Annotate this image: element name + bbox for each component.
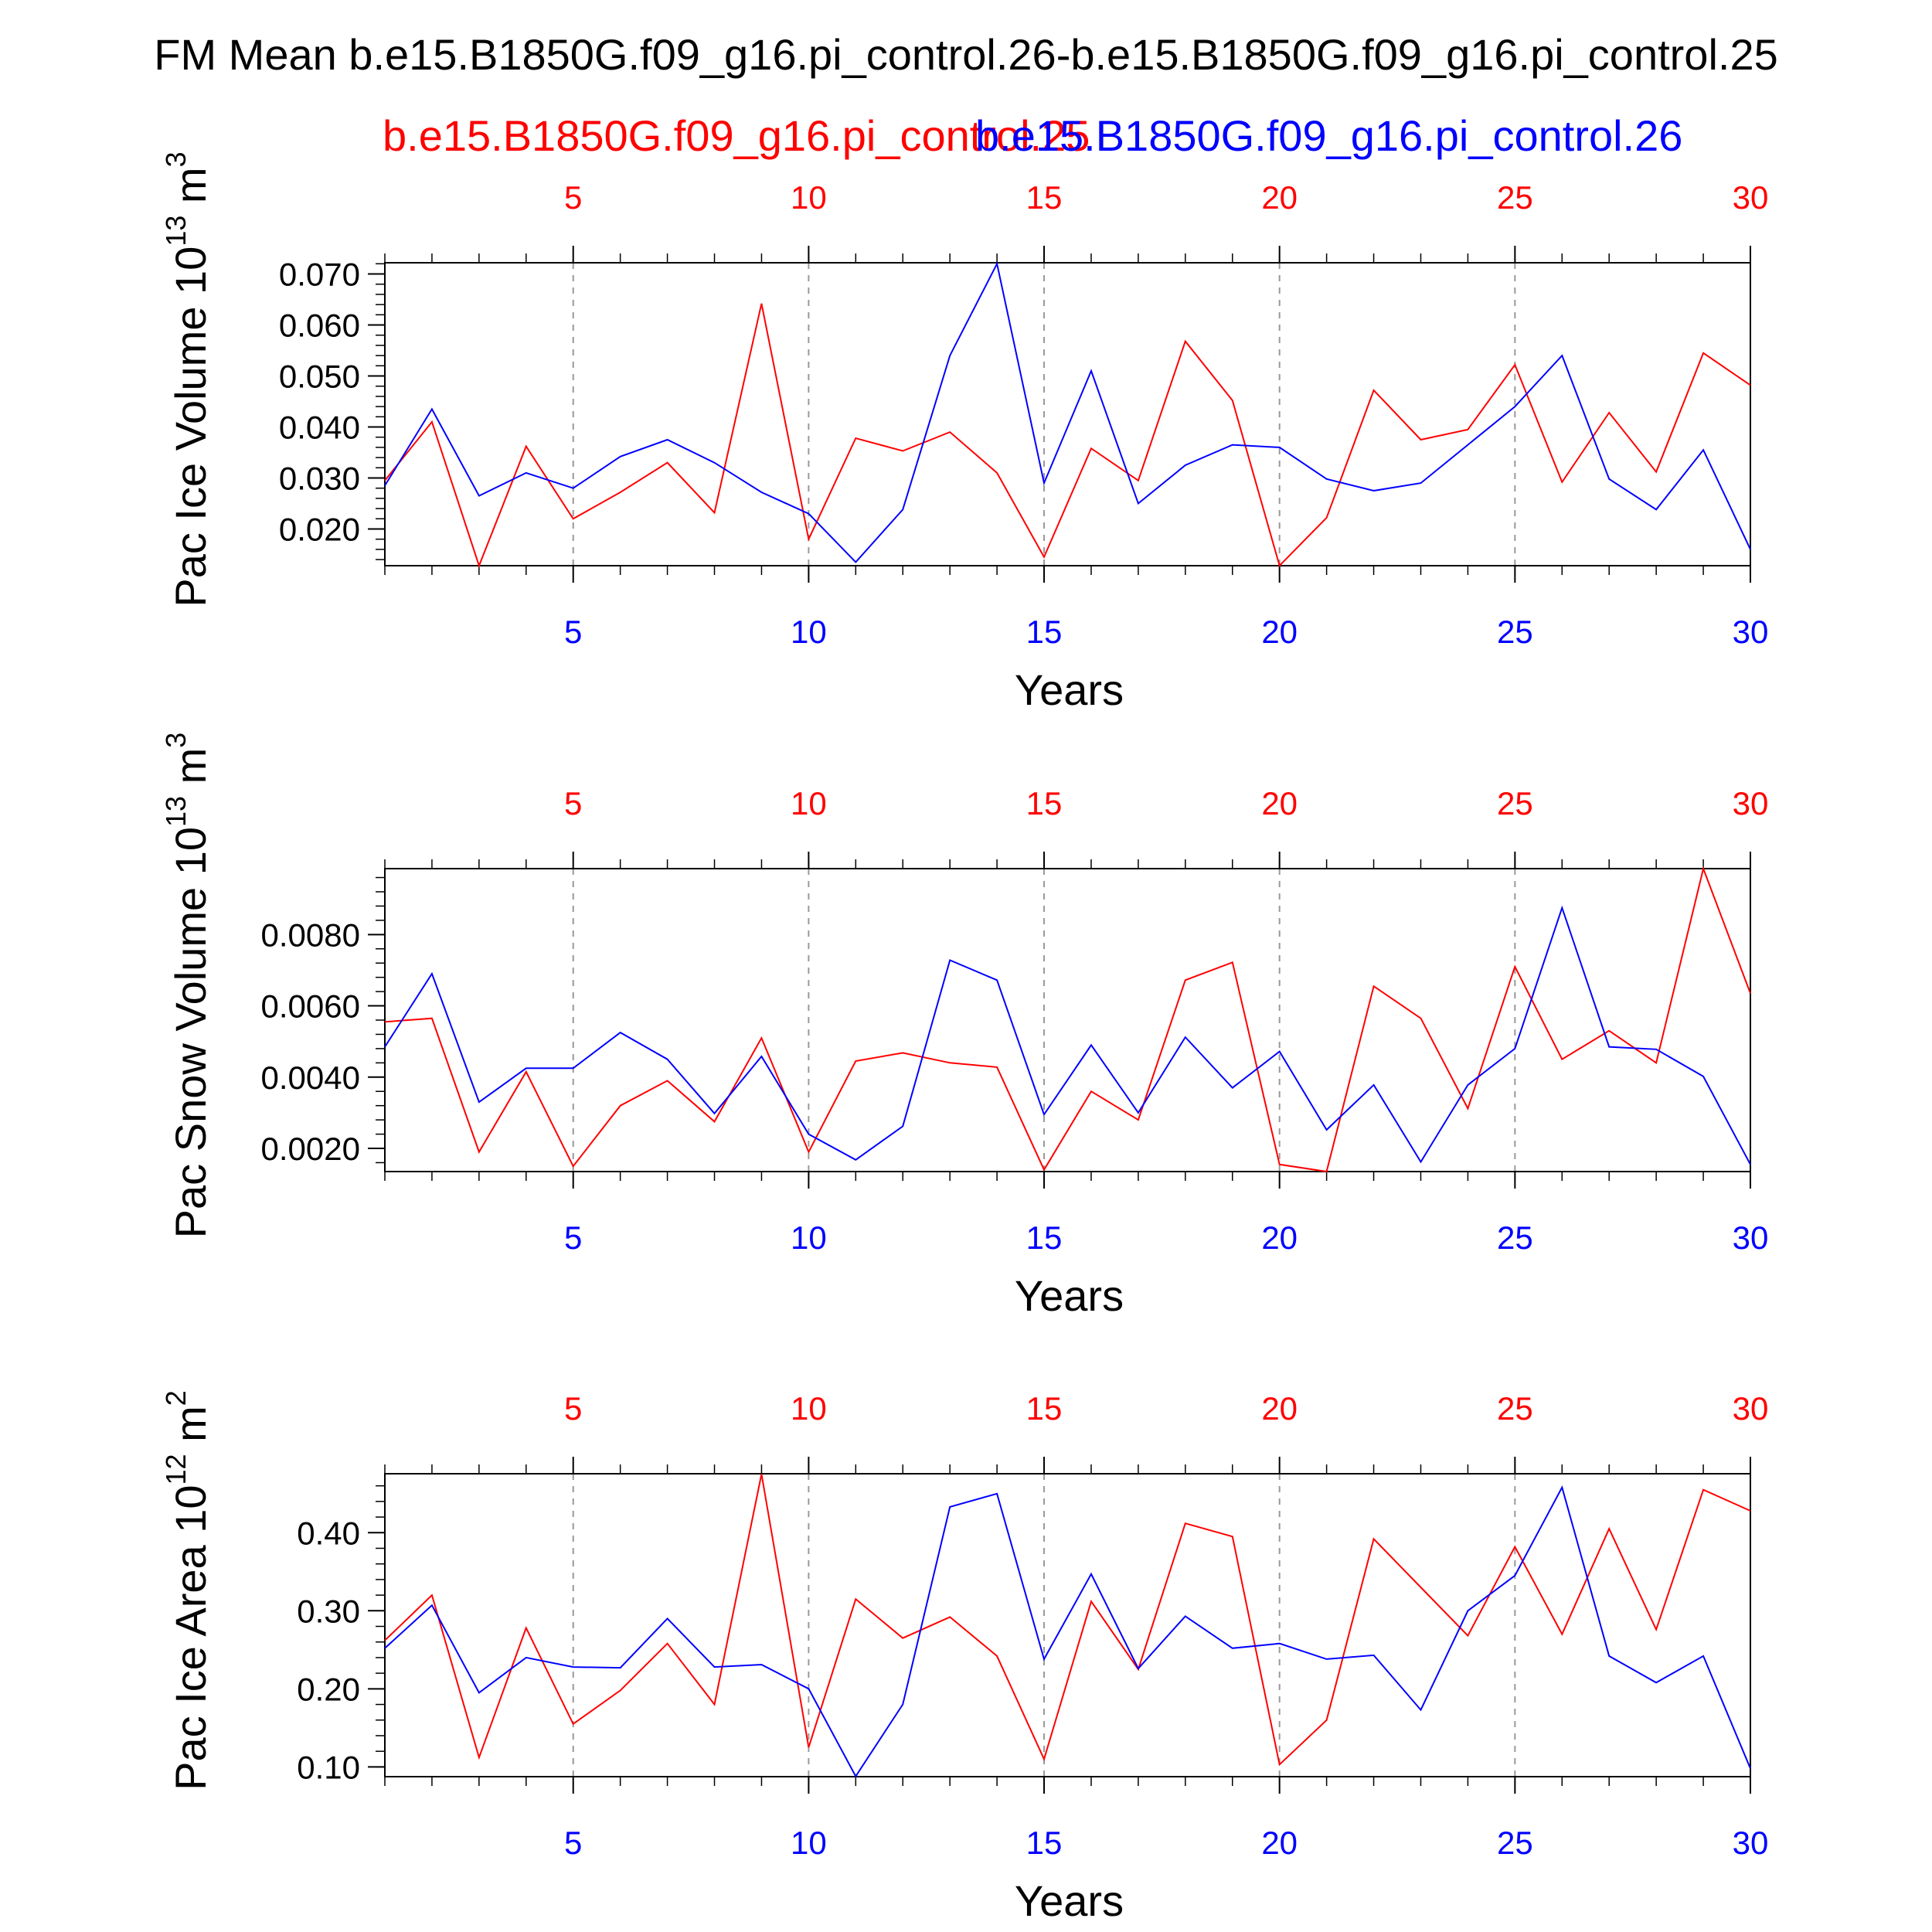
x-tick-label-bottom: 25 <box>1497 614 1533 650</box>
x-tick-label-top: 10 <box>791 179 827 216</box>
x-tick-label-top: 5 <box>564 1390 582 1427</box>
x-axis-label: Years <box>1015 1876 1124 1925</box>
x-tick-label-top: 15 <box>1026 1390 1063 1427</box>
x-tick-label-bottom: 10 <box>791 614 827 650</box>
y-tick-label: 0.020 <box>279 511 360 547</box>
y-axis-label-unit: m <box>166 167 215 215</box>
x-tick-label-bottom: 10 <box>791 1825 827 1861</box>
x-tick-label-top: 25 <box>1497 179 1533 216</box>
x-tick-label-bottom: 30 <box>1733 1825 1769 1861</box>
x-tick-label-top: 30 <box>1733 785 1769 821</box>
y-axis-label-power: 3 <box>160 733 192 748</box>
chart-panel-3: 5 5 10 10 15 15 20 20 25 25 30 30 0.10 0.20 0.30 0.40 Ye… <box>160 1390 1768 1925</box>
y-tick-label: 0.050 <box>279 359 360 395</box>
series-line-control-26 <box>384 1485 1751 1778</box>
y-tick-label: 0.030 <box>279 460 360 496</box>
x-axis-label: Years <box>1015 1271 1124 1320</box>
x-tick-label-bottom: 15 <box>1026 1219 1063 1256</box>
y-axis-label: Pac Snow Volume 1013 m3 <box>160 733 215 1239</box>
x-tick-label-bottom: 20 <box>1261 1219 1298 1256</box>
x-tick-label-bottom: 15 <box>1026 614 1063 650</box>
y-tick-label: 0.20 <box>297 1671 360 1707</box>
y-axis-label-exponent: 13 <box>160 216 192 247</box>
y-axis-label-text: Pac Ice Volume 10 <box>166 247 215 607</box>
x-tick-label-bottom: 25 <box>1497 1825 1533 1861</box>
x-tick-label-bottom: 25 <box>1497 1219 1533 1256</box>
x-tick-label-top: 30 <box>1733 1390 1769 1427</box>
x-tick-label-top: 15 <box>1026 785 1063 821</box>
series-line-control-25 <box>384 303 1751 568</box>
y-axis-label-power: 3 <box>160 151 192 167</box>
x-tick-label-bottom: 20 <box>1261 614 1298 650</box>
plot-frame <box>384 868 1751 1172</box>
y-tick-label: 0.0080 <box>261 917 360 953</box>
y-tick-label: 0.0060 <box>261 988 360 1025</box>
y-tick-label: 0.040 <box>279 409 360 445</box>
chart-panel-1: 5 5 10 10 15 15 20 20 25 25 30 30 0.020 0.030 0.040 0.0… <box>160 151 1768 714</box>
y-axis-label-unit: m <box>166 748 215 796</box>
y-axis-label-unit: m <box>166 1406 215 1454</box>
x-axis-label: Years <box>1015 665 1124 714</box>
x-tick-label-top: 10 <box>791 1390 827 1427</box>
y-tick-label: 0.0020 <box>261 1131 360 1167</box>
x-tick-label-top: 5 <box>564 179 582 216</box>
y-axis-label-power: 2 <box>160 1390 192 1406</box>
legend-red-label: b.e15.B1850G.f09_g16.pi_control.25 <box>383 111 1090 160</box>
x-tick-label-top: 25 <box>1497 1390 1533 1427</box>
x-tick-label-bottom: 5 <box>564 1825 582 1861</box>
x-tick-label-bottom: 20 <box>1261 1825 1298 1861</box>
y-tick-label: 0.070 <box>279 257 360 293</box>
x-tick-label-top: 5 <box>564 785 582 821</box>
x-tick-label-top: 30 <box>1733 179 1769 216</box>
y-axis-label-exponent: 12 <box>160 1454 192 1485</box>
series-line-control-26 <box>384 261 1751 563</box>
series-line-control-25 <box>384 866 1751 1173</box>
x-tick-label-bottom: 30 <box>1733 1219 1769 1256</box>
legend-blue-label: b.e15.B1850G.f09_g16.pi_control.26 <box>975 111 1682 160</box>
x-tick-label-top: 20 <box>1261 1390 1298 1427</box>
x-tick-label-top: 20 <box>1261 785 1298 821</box>
y-tick-label: 0.060 <box>279 308 360 344</box>
x-tick-label-top: 15 <box>1026 179 1063 216</box>
y-axis-label-text: Pac Snow Volume 10 <box>166 827 215 1238</box>
chart-title: FM Mean b.e15.B1850G.f09_g16.pi_control.… <box>154 30 1777 79</box>
y-tick-label: 0.10 <box>297 1749 360 1785</box>
y-axis-label-text: Pac Ice Area 10 <box>166 1485 215 1790</box>
x-tick-label-bottom: 5 <box>564 1219 582 1256</box>
x-tick-label-bottom: 15 <box>1026 1825 1063 1861</box>
x-tick-label-top: 10 <box>791 785 827 821</box>
panels: 55101015152020252530300.0200.0300.0400.0… <box>160 151 1768 1925</box>
plot-frame <box>384 262 1751 566</box>
plot-frame <box>384 1473 1751 1777</box>
y-axis-label: Pac Ice Volume 1013 m3 <box>160 151 215 607</box>
y-tick-label: 0.30 <box>297 1593 360 1629</box>
y-axis-label-exponent: 13 <box>160 796 192 827</box>
x-tick-label-bottom: 5 <box>564 614 582 650</box>
y-tick-label: 0.0040 <box>261 1060 360 1096</box>
x-tick-label-top: 20 <box>1261 179 1298 216</box>
x-tick-label-top: 25 <box>1497 785 1533 821</box>
x-tick-label-bottom: 10 <box>791 1219 827 1256</box>
x-tick-label-bottom: 30 <box>1733 614 1769 650</box>
series-line-control-26 <box>384 905 1751 1165</box>
y-axis-label: Pac Ice Area 1012 m2 <box>160 1390 215 1791</box>
chart-panel-2: 5 5 10 10 15 15 20 20 25 25 30 30 0.0020 0.0040 0.0060… <box>160 733 1768 1320</box>
y-tick-label: 0.40 <box>297 1515 360 1551</box>
